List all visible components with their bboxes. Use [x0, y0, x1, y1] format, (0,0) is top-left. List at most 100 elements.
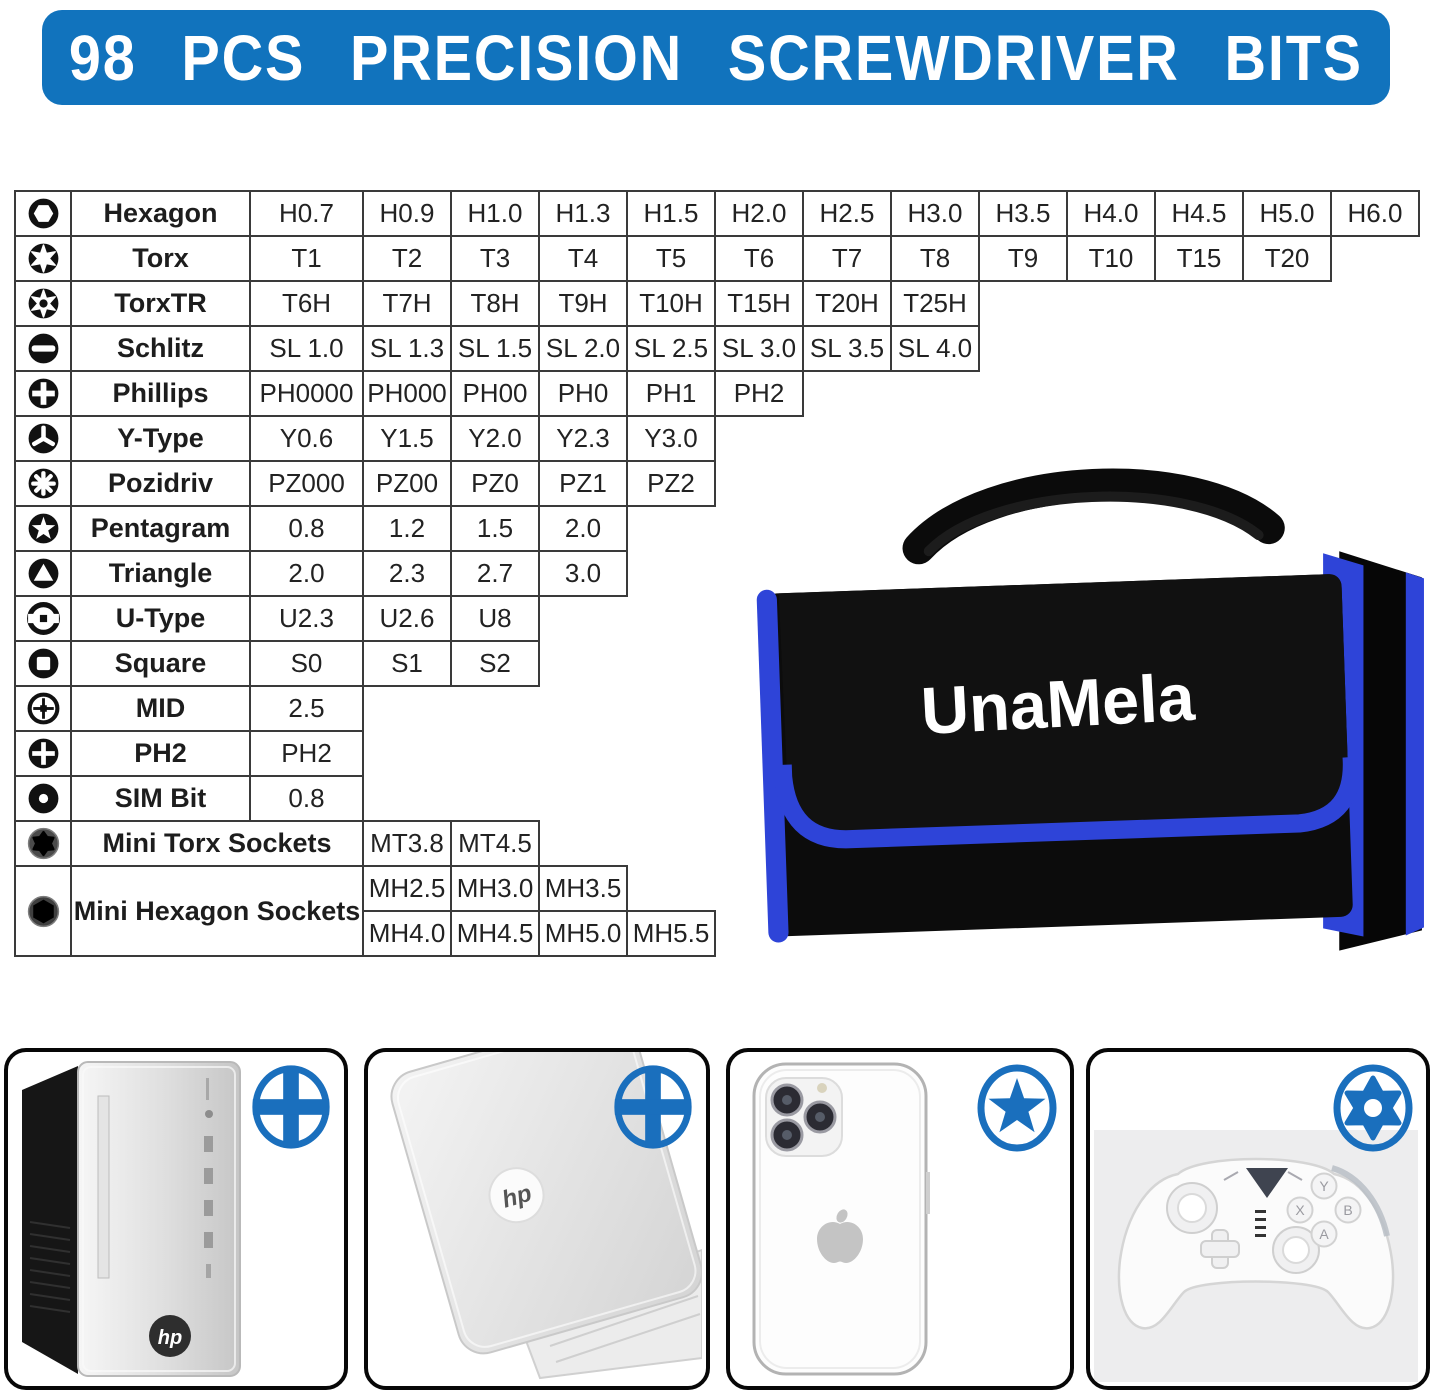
- bit-icon-cell: [14, 595, 72, 642]
- bit-size-cell: MH3.5: [538, 865, 628, 912]
- product-box-laptop: hp: [364, 1048, 710, 1390]
- dvd-slot: [97, 1095, 110, 1279]
- bit-size-cell: T15: [1154, 235, 1244, 282]
- blank-cell: [1155, 326, 1243, 371]
- product-box-game-controller: Y X B A: [1086, 1048, 1430, 1390]
- bit-size-cell: T10H: [626, 280, 716, 327]
- triangle-bit-icon: [28, 558, 58, 589]
- bit-size-cell: Y0.6: [249, 415, 364, 462]
- bag-front: UnaMela: [756, 574, 1361, 943]
- bit-size-cell: H1.0: [450, 190, 540, 237]
- phillips-screw-icon: [614, 1065, 692, 1149]
- bit-size-cell: 2.3: [362, 550, 452, 597]
- bit-icon-cell: [14, 685, 72, 732]
- bit-icon-cell: [14, 280, 72, 327]
- bit-size-cell: H6.0: [1330, 190, 1420, 237]
- hp-logo: [149, 1315, 191, 1357]
- blank-cell: [451, 686, 539, 731]
- hexagon-bit-icon: [28, 198, 58, 229]
- bit-size-cell: H1.3: [538, 190, 628, 237]
- blank-cell: [1331, 281, 1419, 326]
- ph2-bit-icon: [28, 738, 58, 769]
- camera-lenses: [770, 1083, 837, 1152]
- bit-icon-cell: [14, 370, 72, 417]
- bit-size-cell: T5: [626, 235, 716, 282]
- bit-size-cell: H2.0: [714, 190, 804, 237]
- bag-flap-trim: [773, 756, 1361, 849]
- blank-cell: [891, 371, 979, 416]
- mini-torx-socket-icon: [27, 827, 59, 860]
- bit-size-cell: PH2: [714, 370, 804, 417]
- bit-size-cell: PH2: [249, 730, 364, 777]
- page-title: 98 PCS PRECISION SCREWDRIVER BITS: [68, 21, 1364, 94]
- y-type-bit-icon: [28, 423, 58, 454]
- bit-size-cell: T6: [714, 235, 804, 282]
- phillips-bit-icon: [28, 378, 58, 409]
- button-x: X: [1295, 1202, 1305, 1218]
- face-buttons: Y X B A: [1286, 1172, 1362, 1248]
- bit-size-cell: T1: [249, 235, 364, 282]
- bit-size-cell: SL 3.5: [802, 325, 892, 372]
- bit-size-cell: 0.8: [249, 505, 364, 552]
- product-box-desktop-pc: hp: [4, 1048, 348, 1390]
- button-y: Y: [1319, 1178, 1329, 1194]
- bit-size-cell: T10: [1066, 235, 1156, 282]
- bit-type-label: Hexagon: [70, 190, 251, 237]
- bit-size-cell: T6H: [249, 280, 364, 327]
- bag-left-trim: [756, 589, 789, 943]
- bit-type-label: MID: [70, 685, 251, 732]
- bit-type-label: Pentagram: [70, 505, 251, 552]
- phillips-screw-icon: [252, 1065, 330, 1149]
- bit-size-cell: Y1.5: [362, 415, 452, 462]
- pozidriv-bit-icon: [28, 468, 58, 499]
- bit-size-cell: H0.9: [362, 190, 452, 237]
- bit-size-cell: SL 2.5: [626, 325, 716, 372]
- bit-size-cell: PH0: [538, 370, 628, 417]
- bit-size-cell: T15H: [714, 280, 804, 327]
- blank-cell: [363, 686, 451, 731]
- mini-hexagon-socket-icon: [27, 895, 59, 927]
- bit-size-cell: 2.7: [450, 550, 540, 597]
- bit-size-cell: T4: [538, 235, 628, 282]
- blank-cell: [627, 506, 715, 551]
- bit-type-label: SIM Bit: [70, 775, 251, 822]
- game-controller-photo: Y X B A: [1094, 1130, 1418, 1382]
- bit-size-cell: H5.0: [1242, 190, 1332, 237]
- bit-size-cell: S2: [450, 640, 540, 687]
- blank-cell: [451, 776, 539, 821]
- bit-size-cell: SL 1.5: [450, 325, 540, 372]
- blank-cell: [363, 776, 451, 821]
- bit-size-cell: PZ1: [538, 460, 628, 507]
- bit-size-cell: T7: [802, 235, 892, 282]
- tool-bag-photo: UnaMela: [756, 468, 1424, 951]
- blank-cell: [803, 371, 891, 416]
- bit-size-cell: Y3.0: [626, 415, 716, 462]
- bit-size-cell: U2.6: [362, 595, 452, 642]
- blank-cell: [627, 686, 715, 731]
- bit-size-cell: SL 1.0: [249, 325, 364, 372]
- bit-size-cell: PH1: [626, 370, 716, 417]
- bit-icon-cell: [14, 820, 72, 867]
- bit-size-cell: S0: [249, 640, 364, 687]
- bit-icon-cell: [14, 865, 72, 957]
- bit-size-cell: H4.5: [1154, 190, 1244, 237]
- pentagram-bit-icon: [28, 513, 58, 544]
- slotted-bit-icon: [28, 333, 58, 364]
- bit-type-label: Triangle: [70, 550, 251, 597]
- torx-bit-icon: [28, 243, 58, 274]
- blank-cell: [979, 326, 1067, 371]
- bit-type-label: Torx: [70, 235, 251, 282]
- blank-cell: [627, 641, 715, 686]
- bit-size-cell: PH000: [362, 370, 452, 417]
- blank-cell: [1243, 281, 1331, 326]
- bit-size-cell: PH0000: [249, 370, 364, 417]
- hp-logo: [488, 1167, 545, 1224]
- bit-icon-cell: [14, 730, 72, 777]
- bit-icon-cell: [14, 325, 72, 372]
- bit-size-cell: SL 1.3: [362, 325, 452, 372]
- bit-icon-cell: [14, 235, 72, 282]
- bit-size-cell: 2.0: [249, 550, 364, 597]
- bit-type-label: U-Type: [70, 595, 251, 642]
- bit-size-cell: H4.0: [1066, 190, 1156, 237]
